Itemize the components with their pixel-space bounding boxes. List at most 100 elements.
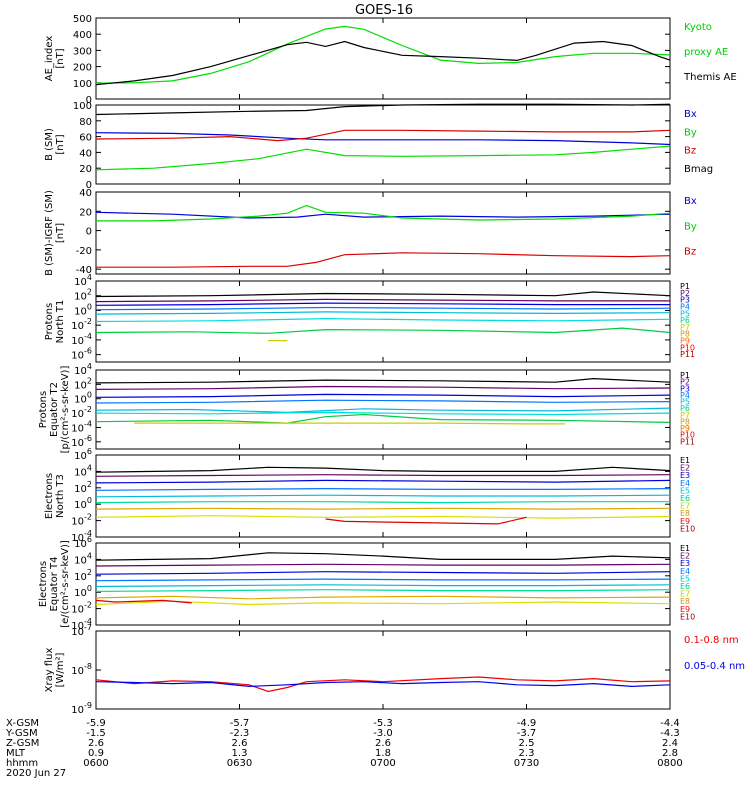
legend-entry: E3 [680, 559, 690, 568]
y-tick-label: 10-9 [71, 701, 92, 716]
legend-entry: 0.05-0.4 nm [684, 661, 745, 672]
legend-entry: P4 [680, 391, 690, 400]
series-0-1-0-8-nm [95, 676, 671, 693]
legend-entry: 0.1-0.8 nm [684, 635, 739, 646]
x-row-label: Y-GSM [5, 728, 38, 739]
x-tick-value: 0800 [657, 758, 682, 769]
legend-entry: E9 [680, 605, 690, 614]
y-tick-label: 100 [73, 79, 92, 90]
legend-entry: E1 [680, 456, 690, 465]
x-tick-value: 2.4 [662, 738, 678, 749]
y-tick-label: 0 [86, 95, 92, 106]
series-e4 [95, 487, 671, 491]
legend-entry: P8 [680, 330, 690, 339]
x-tick-value: 0630 [227, 758, 252, 769]
series-p7 [95, 327, 671, 334]
legend-entry: E4 [680, 479, 690, 488]
legend-entry: E10 [680, 524, 695, 533]
panel-frame [95, 630, 671, 710]
x-tick-value: -4.4 [660, 718, 680, 729]
y-tick-label: 40 [79, 188, 92, 199]
series-e2 [95, 474, 671, 477]
series-p2 [95, 385, 671, 390]
series-e7 [95, 507, 671, 510]
series-e8 [95, 515, 671, 519]
legend-entry: P11 [680, 350, 695, 359]
panel-3: 40 20 0 -20 -40 B (SM)-IGRF (SM)[nT] Bx By Bz [44, 188, 697, 276]
x-tick-value: -4.3 [660, 728, 680, 739]
legend-entry: E2 [680, 552, 690, 561]
legend-entry: By [684, 127, 697, 138]
legend-entry: E7 [680, 502, 690, 511]
y-tick-label: 100 [74, 302, 92, 317]
x-tick-value: 2.5 [519, 738, 535, 749]
page-title: GOES-16 [355, 3, 413, 18]
y-tick-label: 104 [74, 463, 92, 478]
series-bx [95, 132, 671, 146]
y-tick-label: 400 [73, 30, 92, 41]
legend-entry: Bx [684, 109, 697, 120]
panel-frame [95, 17, 671, 100]
y-tick-label: 100 [74, 391, 92, 406]
x-row-label: X-GSM [6, 718, 39, 729]
x-tick-value: -5.3 [373, 718, 393, 729]
series-p8 [134, 422, 565, 425]
legend-entry: Bz [684, 146, 696, 157]
series-by [96, 204, 671, 222]
legend-entry: E1 [680, 544, 690, 553]
series-bz [95, 129, 671, 142]
series-e7 [95, 595, 671, 600]
y-axis-label: ElectronsEquator T4[e/(cm²-s-sr-keV)] [38, 540, 71, 628]
panel-frame [95, 191, 671, 275]
legend-entry: E2 [680, 464, 690, 473]
x-tick-value: 1.8 [375, 748, 391, 759]
y-tick-label: 102 [74, 480, 92, 495]
y-tick-label: 100 [73, 101, 92, 112]
y-tick-label: 10-8 [71, 662, 92, 677]
legend-entry: By [684, 221, 697, 232]
series-p2 [95, 298, 670, 303]
y-tick-label: 10-2 [71, 513, 92, 528]
series-p4 [95, 399, 671, 404]
series-e4 [95, 578, 671, 582]
series-e5 [95, 584, 671, 588]
y-tick-label: 106 [74, 447, 92, 462]
y-axis-label: AE_index[nT] [44, 36, 66, 82]
y-tick-label: 100 [74, 584, 92, 599]
x-tick-value: 2.6 [88, 738, 104, 749]
legend-entry: P1 [680, 371, 690, 380]
y-tick-label: -40 [76, 265, 92, 276]
series-e3 [95, 571, 671, 575]
legend-entry: P9 [680, 337, 690, 346]
x-tick-value: -5.7 [230, 718, 250, 729]
series-p1 [95, 291, 671, 298]
y-tick-label: 300 [73, 46, 92, 57]
y-axis-label: ProtonsNorth T1 [44, 300, 66, 344]
legend-entry: Bx [684, 196, 697, 207]
y-tick-label: 10-4 [71, 332, 92, 347]
legend-entry: P6 [680, 316, 690, 325]
series-themis-ae [95, 40, 671, 86]
x-tick-value: 2.6 [375, 738, 391, 749]
series-e6 [95, 501, 670, 504]
x-tick-value: -1.5 [86, 728, 106, 739]
series-bz [96, 252, 671, 268]
legend-entry: P9 [680, 424, 690, 433]
y-axis-label: Xray flux[W/m²] [44, 648, 66, 693]
legend-entry: P7 [680, 411, 690, 420]
legend-entry: E5 [680, 574, 690, 583]
series-p6 [95, 411, 671, 416]
y-tick-label: 104 [74, 551, 92, 566]
series-p3 [95, 393, 671, 398]
legend-entry: E3 [680, 471, 690, 480]
x-tick-value: 0.9 [88, 748, 104, 759]
series-0-05-0-4-nm [95, 681, 671, 688]
panel-2: 100 80 60 40 20 0 B (SM)[nT] Bx By Bz Bmag [44, 101, 713, 191]
series-e5 [95, 494, 671, 498]
y-tick-label: 20 [79, 164, 92, 175]
legend-entry: proxy AE [684, 47, 728, 58]
legend-entry: P8 [680, 417, 690, 426]
